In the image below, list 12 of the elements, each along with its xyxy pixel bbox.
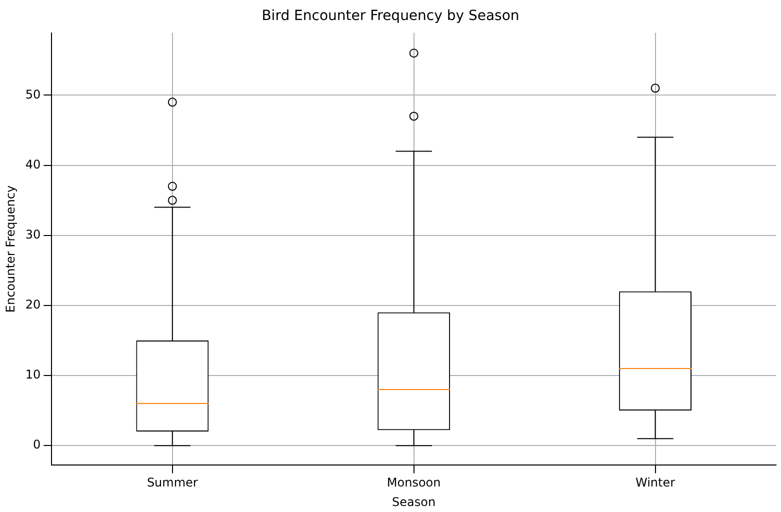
- y-tick-label: 40: [25, 157, 41, 172]
- y-tick-label: 20: [25, 298, 41, 312]
- y-axis-title: Encounter Frequency: [3, 185, 18, 313]
- y-tick-label: 0: [33, 438, 41, 452]
- x-axis-title: Season: [392, 494, 436, 509]
- y-tick-label: 10: [25, 368, 41, 382]
- x-tick-label: Summer: [146, 476, 198, 490]
- chart-title: Bird Encounter Frequency by Season: [262, 8, 520, 24]
- x-tick-label: Winter: [635, 476, 676, 490]
- y-tick-label: 50: [25, 87, 41, 102]
- y-tick-label: 30: [25, 227, 41, 242]
- x-tick-label: Monsoon: [386, 476, 441, 490]
